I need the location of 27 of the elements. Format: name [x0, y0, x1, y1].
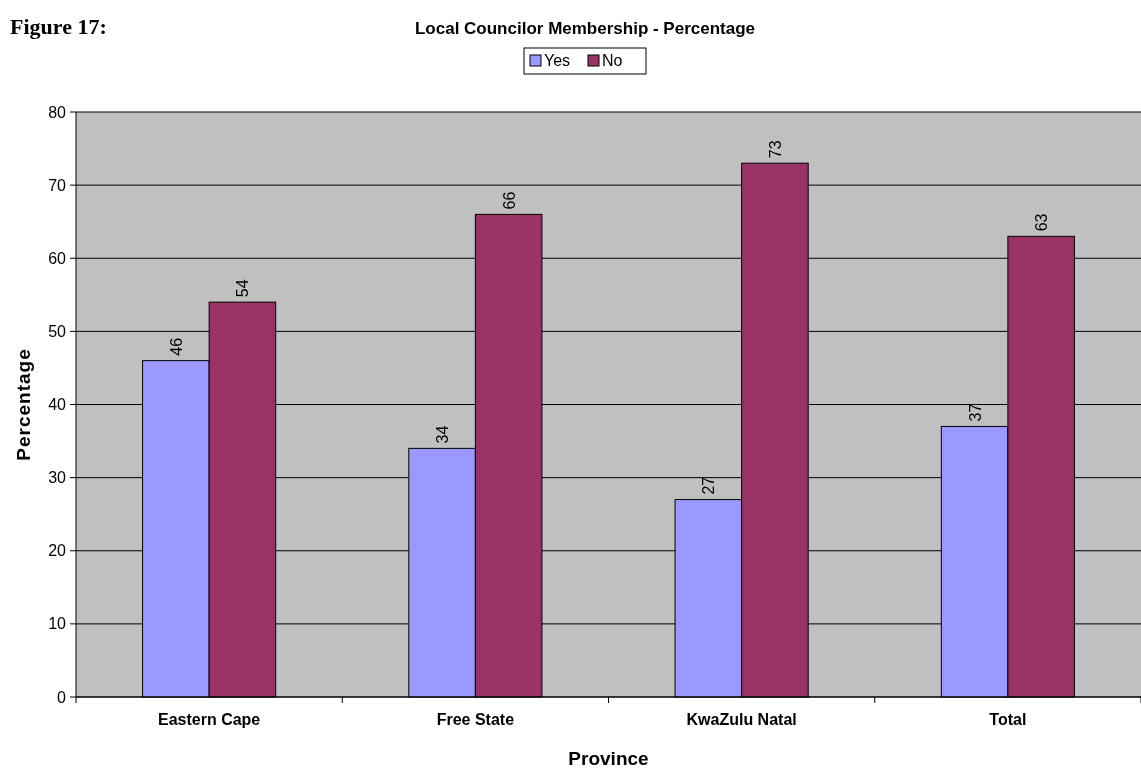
y-axis-title: Percentage: [13, 348, 34, 461]
y-tick-label: 60: [48, 249, 67, 267]
x-tick-label: Eastern Cape: [157, 711, 261, 728]
legend-label: No: [602, 52, 623, 69]
y-tick-label: 20: [48, 542, 67, 560]
data-label: 37: [966, 403, 984, 422]
data-label: 63: [1033, 213, 1051, 232]
legend-label: Yes: [544, 52, 571, 69]
data-label: 66: [500, 191, 518, 210]
y-tick-label: 70: [48, 176, 67, 194]
y-tick-label: 0: [57, 688, 67, 706]
x-tick-label: Total: [989, 711, 1027, 728]
x-tick-label: KwaZulu Natal: [686, 711, 797, 728]
y-tick-label: 10: [48, 615, 67, 633]
y-tick-label: 40: [48, 396, 67, 414]
data-label: 54: [234, 279, 252, 298]
y-tick-label: 80: [48, 103, 67, 121]
data-label: 46: [167, 337, 185, 356]
x-axis-title: Province: [568, 748, 649, 769]
x-tick-label: Free State: [436, 711, 515, 728]
data-label: 73: [766, 140, 784, 159]
y-tick-label: 50: [48, 322, 67, 340]
y-tick-label: 30: [48, 469, 67, 487]
data-label: 34: [434, 425, 452, 444]
caption: Figure 17:: [10, 14, 107, 39]
data-label: 27: [700, 476, 718, 495]
chart-title: Local Councilor Membership - Percentage: [414, 19, 756, 38]
